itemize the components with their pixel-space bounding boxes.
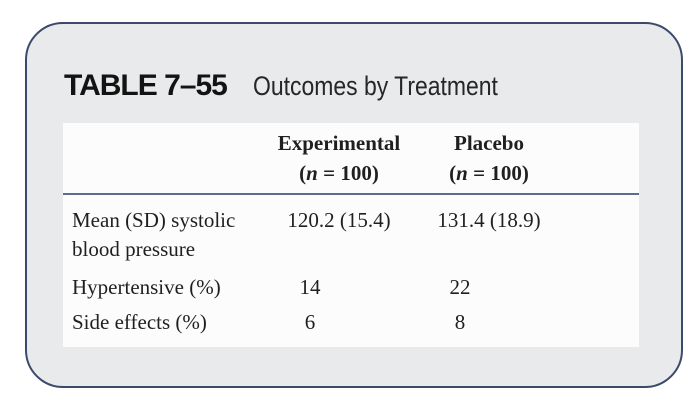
cell-experimental: 14	[299, 275, 321, 299]
table-row: Mean (SD) systolic blood pressure 120.2 (…	[63, 206, 639, 264]
column-header-placebo: Placebo (n = 100)	[410, 128, 568, 193]
stub-header-empty	[63, 128, 268, 193]
row-label: Hypertensive (%)	[72, 275, 221, 299]
table-title: Outcomes by Treatment	[252, 71, 498, 101]
column-n: (n = 100)	[299, 161, 379, 185]
table-row: Side effects (%) 6 8	[63, 308, 639, 337]
table-card: TABLE 7–55 Outcomes by Treatment Experim…	[25, 22, 683, 388]
n-variable: n	[306, 161, 318, 185]
cell-experimental: 6	[304, 310, 316, 334]
column-n: (n = 100)	[449, 161, 529, 185]
row-label: Side effects (%)	[72, 310, 207, 334]
cell-placebo: 22	[449, 275, 471, 299]
table-header-row: Experimental (n = 100) Placebo (n = 100)	[63, 123, 639, 195]
row-label-line2: blood pressure	[72, 237, 196, 261]
filler-column	[568, 206, 639, 264]
n-variable: n	[456, 161, 468, 185]
cell-placebo: 131.4 (18.9)	[437, 208, 541, 232]
cell-placebo: 8	[454, 310, 466, 334]
cell-experimental: 120.2 (15.4)	[287, 208, 391, 232]
row-label: Mean (SD) systolic blood pressure	[63, 206, 268, 264]
filler-column	[568, 308, 639, 337]
table-panel: Experimental (n = 100) Placebo (n = 100)…	[63, 123, 639, 347]
column-name: Placebo	[454, 131, 524, 155]
filler-column	[568, 273, 639, 302]
column-header-experimental: Experimental (n = 100)	[268, 128, 410, 193]
table-number: TABLE 7–55	[64, 69, 228, 102]
table-caption: TABLE 7–55 Outcomes by Treatment	[64, 69, 541, 102]
filler-column	[568, 128, 639, 193]
table-row: Hypertensive (%) 14 22	[63, 273, 639, 302]
column-name: Experimental	[277, 131, 401, 155]
